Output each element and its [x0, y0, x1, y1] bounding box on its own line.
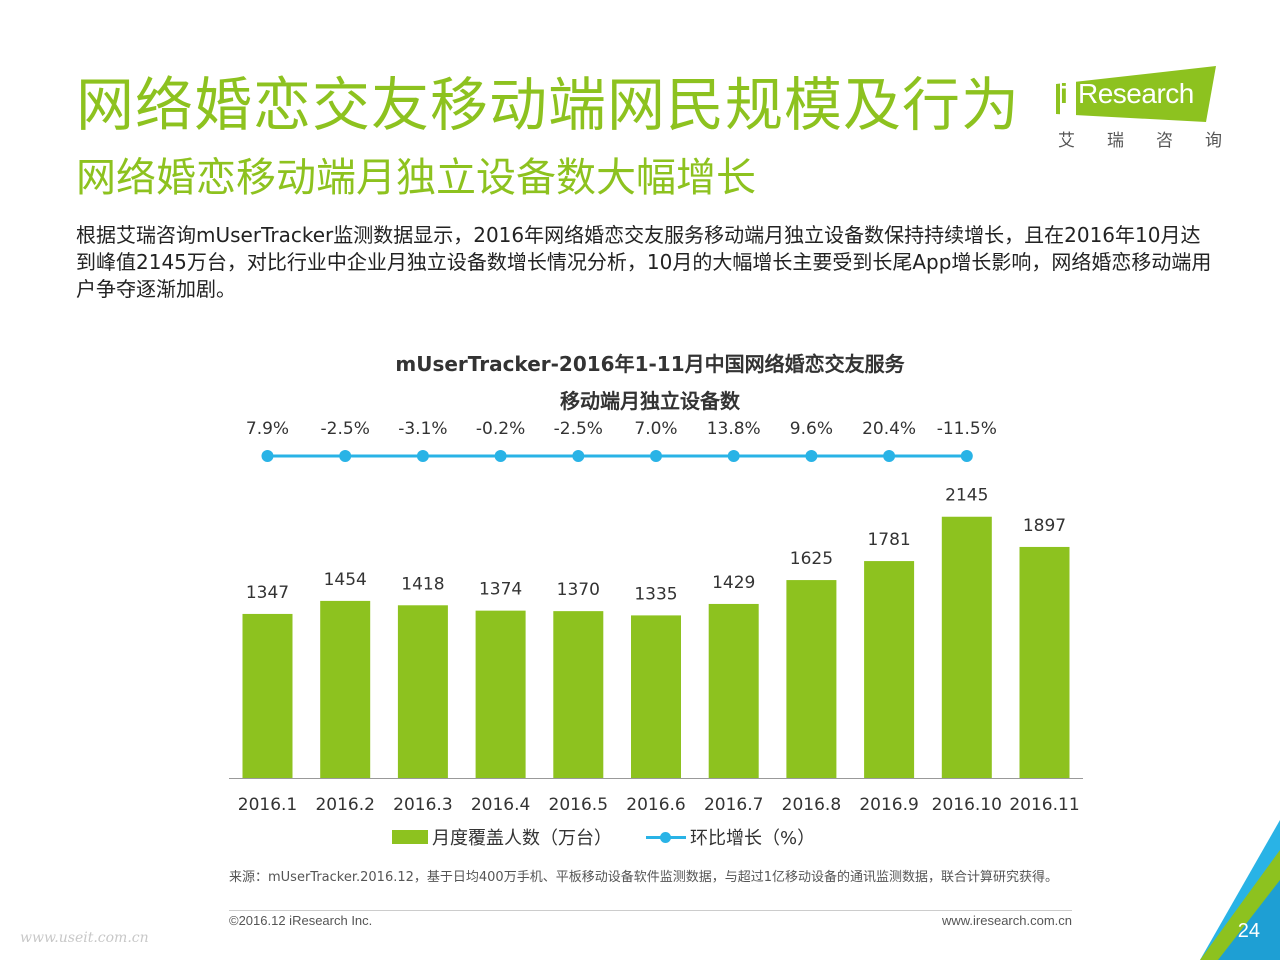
x-tick-label: 2016.11 — [1009, 795, 1079, 815]
page-title: 网络婚恋交友移动端网民规模及行为 — [76, 71, 1021, 139]
page-subtitle: 网络婚恋移动端月独立设备数大幅增长 — [76, 155, 756, 201]
growth-point-2016.3 — [339, 450, 352, 462]
growth-value-label: -2.5% — [554, 419, 603, 439]
bar-2016.7 — [708, 603, 759, 778]
chart-legend: 月度覆盖人数（万台） 环比增长（%） — [392, 824, 849, 850]
x-tick-label: 2016.1 — [238, 795, 297, 815]
logo-wordmark: Research — [1078, 78, 1194, 109]
chart-title-line1: mUserTracker-2016年1-11月中国网络婚恋交友服务 — [395, 352, 905, 376]
bar-2016.4 — [475, 610, 526, 778]
bar-2016.2 — [320, 600, 371, 778]
x-tick-label: 2016.2 — [315, 795, 374, 815]
x-tick-label: 2016.6 — [626, 795, 685, 815]
bar-value-label: 1625 — [790, 549, 833, 569]
logo-cn-char: 艾 — [1058, 131, 1075, 151]
growth-point-2016.10 — [883, 450, 896, 462]
bar-2016.9 — [864, 561, 915, 778]
growth-point-2016.5 — [494, 450, 507, 462]
bar-value-label: 1370 — [557, 580, 600, 600]
growth-point-2016.8 — [727, 450, 740, 462]
growth-value-label: 13.8% — [707, 419, 761, 439]
bar-value-label: 1335 — [634, 584, 677, 604]
bar-2016.1 — [242, 613, 293, 778]
legend-bar-swatch — [392, 830, 428, 844]
logo-cn-char: 瑞 — [1107, 131, 1124, 151]
x-tick-label: 2016.4 — [471, 795, 530, 815]
growth-point-2016.4 — [416, 450, 429, 462]
page-number: 24 — [1237, 920, 1260, 942]
legend-bar-label: 月度覆盖人数（万台） — [432, 828, 612, 849]
growth-value-label: 7.9% — [246, 419, 289, 439]
x-tick-label: 2016.3 — [393, 795, 452, 815]
x-tick-label: 2016.7 — [704, 795, 763, 815]
bar-2016.6 — [631, 615, 681, 778]
growth-value-label: -0.2% — [476, 419, 525, 439]
chart-title-line2: 移动端月独立设备数 — [560, 389, 740, 413]
logo-cn-char: 询 — [1205, 131, 1222, 151]
bar-value-label: 1347 — [246, 583, 289, 603]
logo-i: i — [1060, 78, 1068, 109]
x-tick-label: 2016.5 — [549, 795, 608, 815]
bar-value-label: 1418 — [401, 574, 444, 594]
bar-value-label: 1781 — [867, 530, 910, 550]
bar-value-label: 2145 — [945, 486, 988, 506]
bar-2016.11 — [1019, 546, 1070, 778]
legend-item-line: 环比增长（%） — [646, 824, 815, 850]
growth-value-label: 9.6% — [790, 419, 833, 439]
bar-line-chart: 1347 1454 1418 1374 1370 1335 1429 1625 1781 2145… — [229, 419, 1083, 815]
growth-point-2016.2 — [261, 450, 274, 462]
watermark: www.useit.com.cn — [20, 930, 149, 946]
intro-paragraph: 根据艾瑞咨询mUserTracker监测数据显示，2016年网络婚恋交友服务移动… — [76, 223, 1212, 301]
growth-value-label: 7.0% — [634, 419, 677, 439]
site-url: www.iresearch.com.cn — [941, 913, 1072, 928]
legend-line-label: 环比增长（%） — [690, 828, 816, 849]
x-tick-label: 2016.8 — [782, 795, 841, 815]
logo-cn-name: 艾 瑞 咨 询 — [1058, 126, 1222, 151]
iresearch-logo: i Research 艾 瑞 咨 询 — [1056, 66, 1226, 156]
footer-divider — [229, 910, 1072, 911]
growth-point-2016.6 — [572, 450, 585, 462]
logo-banner-shape — [1056, 66, 1216, 122]
logo-cn-char: 咨 — [1156, 131, 1173, 151]
growth-value-label: -3.1% — [398, 419, 447, 439]
growth-value-label: 20.4% — [862, 419, 916, 439]
legend-line-swatch — [646, 830, 686, 844]
bar-2016.10 — [941, 516, 992, 778]
growth-point-2016.7 — [650, 450, 662, 462]
bar-value-label: 1429 — [712, 573, 755, 593]
x-tick-label: 2016.9 — [859, 795, 918, 815]
growth-point-2016.11 — [960, 450, 973, 462]
source-note: 来源：mUserTracker.2016.12，基于日均400万手机、平板移动设… — [229, 870, 1058, 885]
bar-value-label: 1897 — [1023, 516, 1066, 536]
corner-decoration — [1200, 820, 1280, 960]
bar-2016.5 — [553, 611, 604, 778]
legend-item-bar: 月度覆盖人数（万台） — [392, 824, 612, 850]
bar-2016.8 — [786, 580, 837, 778]
copyright: ©2016.12 iResearch Inc. — [229, 913, 373, 928]
bar-value-label: 1454 — [324, 570, 367, 590]
growth-point-2016.9 — [805, 450, 818, 462]
growth-value-label: -2.5% — [321, 419, 370, 439]
growth-value-label: -11.5% — [937, 419, 997, 439]
bar-value-label: 1374 — [479, 580, 522, 600]
bar-2016.3 — [397, 605, 448, 778]
x-tick-label: 2016.10 — [932, 795, 1002, 815]
